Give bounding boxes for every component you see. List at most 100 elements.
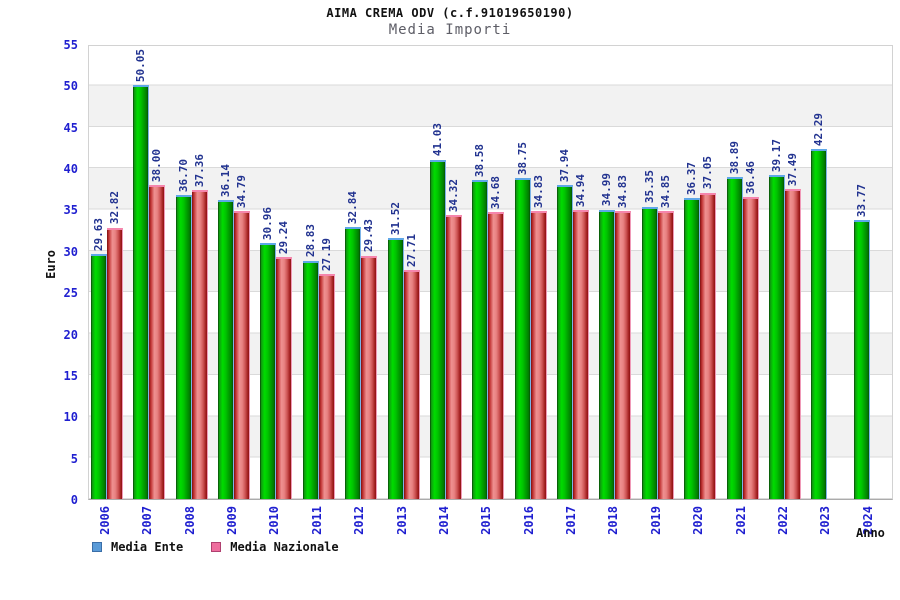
bar-media-ente-2007 <box>133 84 150 499</box>
bar-media-nazionale-2010 <box>276 257 293 499</box>
bar-value-label: 32.84 <box>346 191 360 225</box>
legend-swatch-media-ente <box>92 542 102 552</box>
x-label-2018: 2018 <box>606 506 621 535</box>
bar-media-nazionale-2017 <box>573 209 590 499</box>
bar-value-label: 31.52 <box>388 202 402 236</box>
bar-media-ente-2014 <box>429 159 446 499</box>
x-label-2012: 2012 <box>352 506 367 535</box>
bar-value-label: 34.83 <box>531 174 545 208</box>
bar-media-ente-2022 <box>768 174 785 499</box>
bar-media-nazionale-2019 <box>657 210 674 499</box>
y-tick-0: 0 <box>70 493 78 507</box>
legend-label-media-ente: Media Ente <box>111 540 184 554</box>
bar-media-nazionale-2015 <box>488 212 505 499</box>
y-axis-tick-labels: 0 5 10 15 20 25 30 35 40 45 50 55 <box>38 38 78 507</box>
bar-media-nazionale-2018 <box>615 210 632 499</box>
y-tick-20: 20 <box>63 327 78 342</box>
bar-media-nazionale-2022 <box>784 188 801 499</box>
bar-value-label: 36.70 <box>176 159 190 193</box>
bar-value-label: 30.96 <box>261 206 275 240</box>
bar-value-label: 38.00 <box>150 148 164 182</box>
bar-media-ente-2016 <box>514 178 531 499</box>
x-axis-title: Anno <box>856 526 885 540</box>
x-label-2008: 2008 <box>182 506 197 535</box>
bar-value-label: 34.85 <box>658 174 672 208</box>
bar-value-label: 27.71 <box>404 233 418 267</box>
bar-media-ente-2008 <box>175 195 192 499</box>
bar-value-label: 29.43 <box>362 219 376 253</box>
bar-media-nazionale-2021 <box>742 197 759 499</box>
bar-value-label: 34.68 <box>489 175 503 210</box>
bar-value-label: 41.03 <box>430 123 444 157</box>
chart-subtitle: Media Importi <box>388 22 512 38</box>
x-label-2013: 2013 <box>394 506 409 535</box>
bar-value-label: 37.49 <box>785 152 799 186</box>
bar-value-label: 34.99 <box>600 173 614 207</box>
bar-value-label: 37.94 <box>558 149 572 183</box>
y-tick-25: 25 <box>63 286 78 301</box>
bar-media-ente-2017 <box>557 185 574 499</box>
bar-value-label: 35.35 <box>642 170 656 204</box>
x-label-2022: 2022 <box>775 506 790 535</box>
bar-value-label: 34.79 <box>235 175 249 209</box>
bar-value-label: 42.29 <box>812 113 826 147</box>
bar-media-nazionale-2020 <box>700 192 717 499</box>
x-label-2007: 2007 <box>140 506 155 535</box>
bar-media-nazionale-2013 <box>403 269 420 499</box>
x-label-2010: 2010 <box>267 506 282 535</box>
bar-value-label: 37.36 <box>192 153 206 187</box>
bar-media-nazionale-2007 <box>149 184 166 499</box>
chart-title: AIMA CREMA ODV (c.f.91019650190) <box>326 6 574 20</box>
bar-value-label: 34.94 <box>574 173 588 207</box>
x-label-2014: 2014 <box>436 506 451 535</box>
x-label-2006: 2006 <box>98 506 112 535</box>
bar-media-ente-2013 <box>387 238 404 499</box>
x-label-2016: 2016 <box>521 506 536 535</box>
bar-value-label: 34.32 <box>446 178 460 213</box>
bar-value-label: 32.82 <box>108 191 121 225</box>
bar-media-ente-2015 <box>472 179 489 499</box>
bar-value-label: 38.58 <box>473 143 487 177</box>
plot-area: 29.63 32.82 50.05 38.00 36.70 37.36 36.14 34.79… <box>88 45 893 500</box>
bar-value-label: 29.24 <box>277 220 291 255</box>
bar-media-ente-2009 <box>218 200 235 499</box>
bar-value-label: 27.19 <box>319 237 333 272</box>
bar-value-label: 33.77 <box>854 183 868 217</box>
bar-media-nazionale-2008 <box>191 189 208 499</box>
bar-media-nazionale-2006 <box>107 227 123 499</box>
bar-media-ente-2023 <box>811 149 828 499</box>
x-label-2009: 2009 <box>225 506 240 535</box>
legend: Media Ente Media Nazionale <box>92 540 339 554</box>
y-tick-15: 15 <box>63 368 78 383</box>
bar-value-label: 37.05 <box>701 156 715 190</box>
x-label-2017: 2017 <box>564 506 579 535</box>
bar-media-nazionale-2012 <box>361 255 378 499</box>
y-tick-40: 40 <box>63 162 78 177</box>
bar-media-ente-2021 <box>726 177 743 499</box>
x-label-2015: 2015 <box>479 506 494 535</box>
bar-media-nazionale-2011 <box>318 274 335 499</box>
bar-value-label: 36.37 <box>685 162 699 196</box>
bar-media-nazionale-2009 <box>234 211 251 499</box>
bar-media-ente-2011 <box>302 260 319 499</box>
y-tick-50: 50 <box>63 79 78 94</box>
bar-media-ente-2010 <box>260 242 277 499</box>
x-label-2020: 2020 <box>691 506 706 535</box>
bar-media-nazionale-2014 <box>445 215 462 499</box>
bar-media-ente-2024 <box>853 219 870 499</box>
bar-value-label: 28.83 <box>303 224 317 258</box>
bar-value-label: 29.63 <box>92 217 105 251</box>
bar-value-label: 36.14 <box>219 163 233 198</box>
bar-value-label: 38.75 <box>515 142 529 176</box>
legend-label-media-nazionale: Media Nazionale <box>230 540 339 554</box>
y-tick-35: 35 <box>63 203 78 218</box>
y-tick-30: 30 <box>63 244 78 259</box>
bar-media-ente-2020 <box>684 198 701 499</box>
bar-media-ente-2006 <box>91 253 107 499</box>
x-label-2021: 2021 <box>733 506 748 535</box>
bar-media-ente-2018 <box>599 209 616 499</box>
y-tick-5: 5 <box>70 451 78 466</box>
y-tick-55: 55 <box>63 38 78 52</box>
x-label-2023: 2023 <box>818 506 833 535</box>
